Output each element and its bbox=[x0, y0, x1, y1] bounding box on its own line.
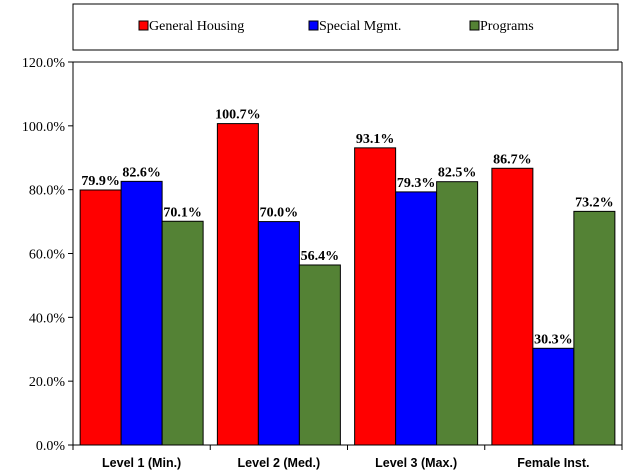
y-axis: 0.0% 20.0% 40.0% 60.0% 80.0% 100.0% 120.0% bbox=[22, 56, 623, 454]
legend-swatch bbox=[469, 20, 480, 31]
bar bbox=[161, 220, 204, 446]
bar bbox=[436, 181, 479, 446]
legend-swatch bbox=[308, 20, 319, 31]
x-tick-label: Level 3 (Max.) bbox=[375, 456, 457, 470]
y-tick-label: 100.0% bbox=[22, 120, 66, 135]
x-axis: Level 1 (Min.) Level 2 (Med.) Level 3 (Max… bbox=[72, 444, 623, 470]
bar bbox=[491, 167, 534, 446]
data-label: 70.1% bbox=[163, 205, 202, 220]
bar bbox=[395, 191, 438, 446]
y-tick-label: 0.0% bbox=[36, 439, 66, 454]
bar bbox=[354, 147, 397, 446]
y-tick-label: 120.0% bbox=[22, 56, 66, 71]
data-label: 82.6% bbox=[122, 165, 161, 180]
x-tick-label: Level 1 (Min.) bbox=[102, 456, 181, 470]
data-label: 30.3% bbox=[534, 332, 573, 347]
data-label: 79.9% bbox=[81, 174, 120, 189]
data-label: 70.0% bbox=[260, 206, 299, 221]
legend-label: General Housing bbox=[149, 19, 244, 34]
bar bbox=[573, 210, 616, 446]
legend-box bbox=[72, 3, 619, 51]
legend-label: Special Mgmt. bbox=[319, 19, 401, 34]
y-tick-label: 20.0% bbox=[29, 375, 66, 390]
bars bbox=[79, 123, 616, 446]
x-tick-label: Level 2 (Med.) bbox=[238, 456, 321, 470]
y-tick-label: 60.0% bbox=[29, 248, 66, 263]
bar bbox=[257, 221, 300, 446]
data-label: 86.7% bbox=[493, 152, 532, 167]
legend-label: Programs bbox=[480, 19, 534, 34]
data-label: 79.3% bbox=[397, 176, 436, 191]
y-tick-label: 80.0% bbox=[29, 184, 66, 199]
bar bbox=[532, 347, 575, 446]
y-tick-label: 40.0% bbox=[29, 311, 66, 326]
data-labels: 79.9%82.6% 70.1% 100.7% 70.0% 56.4% 93.1% 79.3… bbox=[81, 108, 613, 348]
legend-swatch bbox=[138, 20, 149, 31]
bar bbox=[79, 189, 122, 446]
x-tick-label: Female Inst. bbox=[517, 456, 589, 470]
bar bbox=[216, 123, 259, 446]
legend: General Housing Special Mgmt. Programs bbox=[72, 3, 619, 51]
data-label: 93.1% bbox=[356, 132, 395, 147]
data-label: 56.4% bbox=[301, 249, 340, 264]
bar bbox=[120, 180, 163, 446]
data-label: 73.2% bbox=[575, 195, 614, 210]
data-label: 100.7% bbox=[215, 108, 261, 123]
bar bbox=[298, 264, 341, 446]
data-label: 82.5% bbox=[438, 166, 477, 181]
